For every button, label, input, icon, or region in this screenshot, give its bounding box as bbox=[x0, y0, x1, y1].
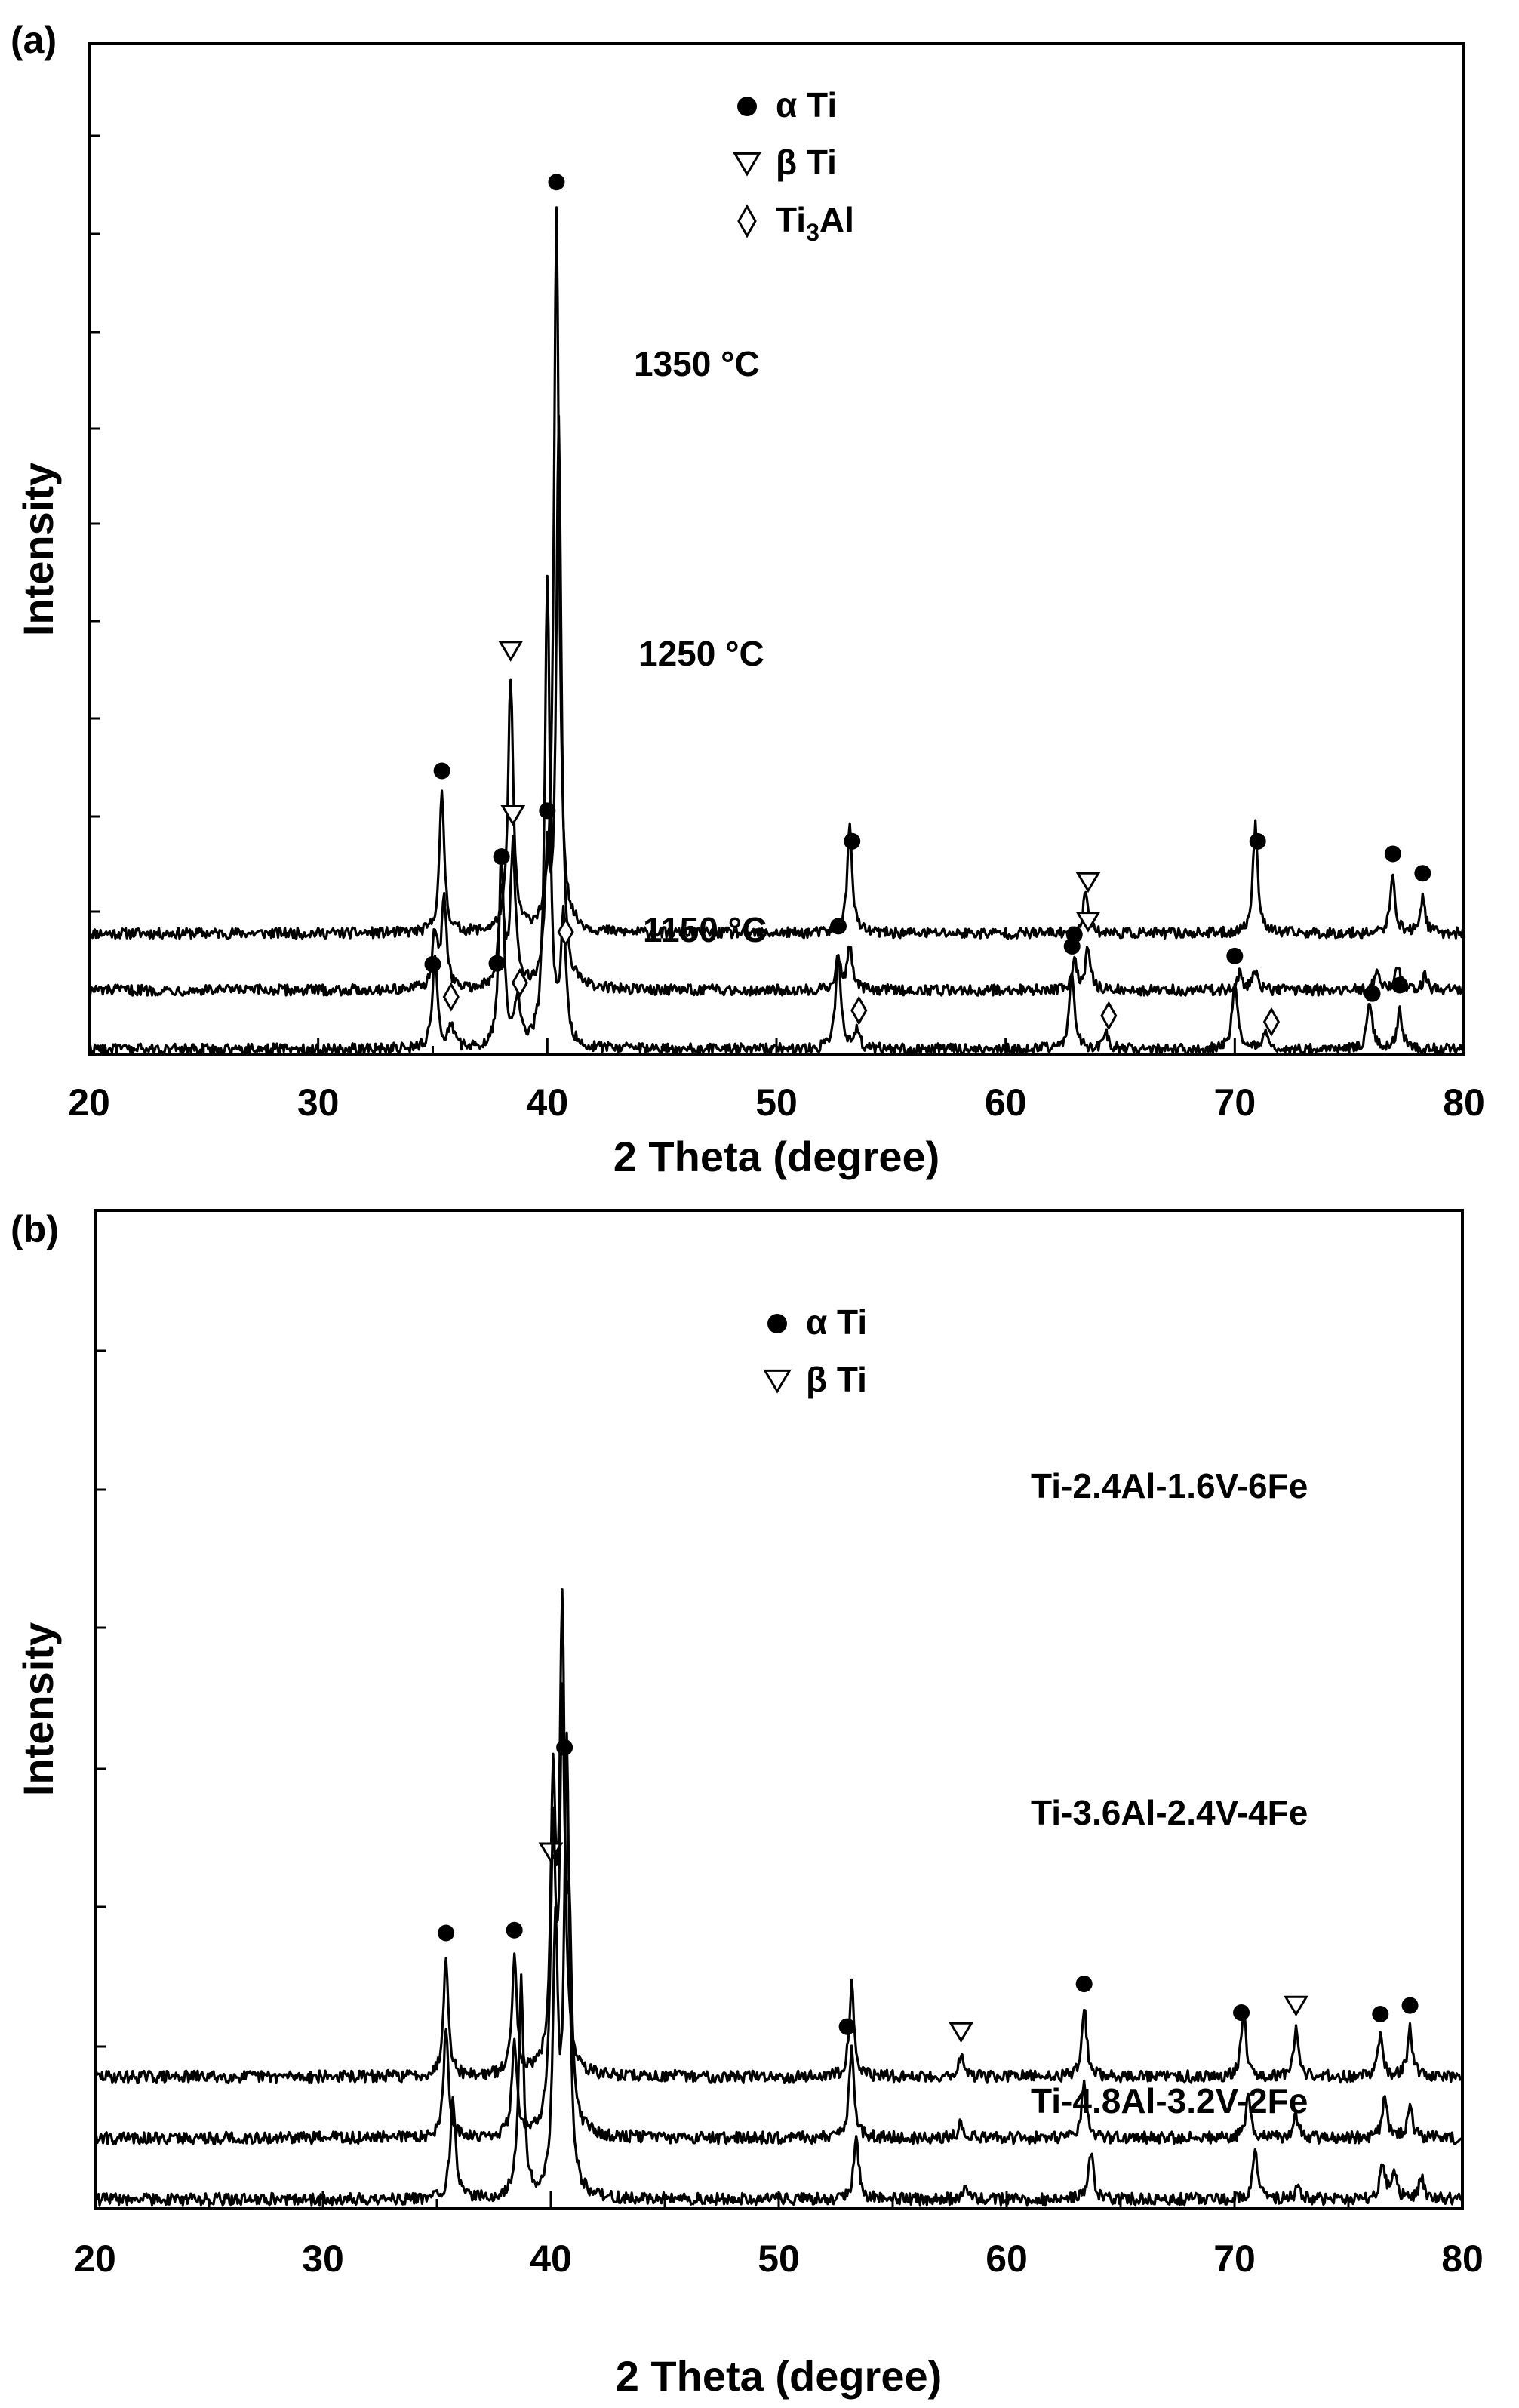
ti3al-marker bbox=[442, 982, 460, 1012]
ti3al-marker bbox=[557, 917, 574, 947]
alpha-ti-marker bbox=[1233, 2004, 1250, 2022]
alpha-ti-marker bbox=[488, 955, 506, 972]
plot-frame bbox=[94, 1209, 1464, 2210]
x-tick-label: 70 bbox=[1213, 2237, 1256, 2280]
series-trace: Ti-2.4Al-1.6V-6Fe bbox=[94, 1466, 1464, 2084]
x-tick-label: 20 bbox=[68, 1081, 110, 1124]
alpha-ti-marker bbox=[1075, 1976, 1093, 1993]
legend-label: Ti3Al bbox=[776, 200, 854, 246]
alpha-ti-marker bbox=[767, 1314, 787, 1333]
alpha-ti-marker bbox=[1414, 865, 1431, 882]
alpha-ti-marker bbox=[838, 2018, 856, 2035]
series-trace: 1250 °C bbox=[88, 414, 1465, 997]
alpha-ti-marker bbox=[1384, 845, 1401, 863]
beta-ti-marker bbox=[538, 1842, 564, 1863]
alpha-ti-marker bbox=[424, 955, 441, 973]
beta-ti-marker bbox=[1075, 912, 1101, 933]
alpha-ti-marker bbox=[1226, 947, 1244, 964]
x-tick-label: 20 bbox=[74, 2237, 116, 2280]
legend: α Ti β Ti bbox=[763, 1302, 867, 1399]
x-tick-label: 40 bbox=[527, 1081, 569, 1124]
x-tick-label: 30 bbox=[302, 2237, 344, 2280]
x-tick-label: 80 bbox=[1441, 2237, 1484, 2280]
series-label: Ti-4.8Al-3.2V-2Fe bbox=[1031, 2081, 1308, 2120]
alpha-ti-marker bbox=[433, 762, 450, 780]
panel-label: (b) bbox=[11, 1208, 59, 1250]
x-axis-title: 2 Theta (degree) bbox=[613, 1133, 940, 1180]
x-tick-label: 30 bbox=[297, 1081, 340, 1124]
beta-ti-marker bbox=[500, 805, 526, 826]
alpha-ti-marker bbox=[539, 802, 556, 820]
beta-ti-marker bbox=[733, 152, 761, 177]
series-trace: Ti-4.8Al-3.2V-2Fe bbox=[94, 1731, 1464, 2207]
alpha-ti-marker bbox=[1063, 937, 1081, 955]
plot-frame bbox=[88, 42, 1465, 1056]
legend-label: β Ti bbox=[776, 143, 837, 182]
beta-ti-marker bbox=[1075, 872, 1101, 893]
alpha-ti-marker bbox=[1364, 985, 1381, 1002]
x-tick-label: 60 bbox=[986, 2237, 1028, 2280]
series-label: 1350 °C bbox=[634, 344, 760, 383]
x-tick-label: 50 bbox=[755, 1081, 798, 1124]
series-label: Ti-3.6Al-2.4V-4Fe bbox=[1031, 1793, 1308, 1832]
xrd-pattern-line bbox=[88, 206, 1465, 940]
alpha-ti-marker bbox=[829, 918, 847, 935]
beta-ti-marker bbox=[949, 2022, 973, 2044]
x-tick-label: 80 bbox=[1443, 1081, 1485, 1124]
x-tick-label: 50 bbox=[758, 2237, 800, 2280]
alpha-ti-marker bbox=[844, 832, 861, 850]
series-trace: 1350 °C bbox=[88, 174, 1465, 940]
legend: α Ti β Ti Ti3Al bbox=[733, 85, 854, 246]
xrd-pattern-line bbox=[94, 1682, 1464, 2145]
alpha-ti-marker bbox=[438, 1924, 455, 1942]
xrd-pattern-line bbox=[94, 1588, 1464, 2084]
alpha-ti-marker bbox=[1372, 2006, 1389, 2023]
series-label: 1250 °C bbox=[638, 634, 764, 673]
alpha-ti-marker bbox=[1391, 976, 1408, 994]
xrd-pattern-line bbox=[94, 1731, 1464, 2207]
series-trace: 1150 °C bbox=[88, 574, 1465, 1056]
beta-ti-marker bbox=[498, 641, 524, 662]
x-axis-title: 2 Theta (degree) bbox=[616, 2352, 942, 2400]
ti3al-marker bbox=[737, 204, 757, 238]
ti3al-marker bbox=[1262, 1007, 1280, 1037]
alpha-ti-marker bbox=[548, 174, 565, 191]
ti3al-marker bbox=[511, 967, 528, 998]
beta-ti-marker bbox=[763, 1369, 792, 1394]
ti3al-marker bbox=[850, 995, 868, 1026]
series-trace: Ti-3.6Al-2.4V-4Fe bbox=[94, 1682, 1464, 2145]
xrd-pattern-line bbox=[88, 574, 1465, 1056]
x-tick-label: 40 bbox=[530, 2237, 572, 2280]
legend-label: α Ti bbox=[776, 85, 837, 125]
legend-label: α Ti bbox=[806, 1302, 867, 1342]
panel-b: 20 30 40 50 60 70 80 (b) 2 Theta (degree) Intensi… bbox=[11, 1208, 1484, 2400]
panels: 20 30 40 50 60 70 80 (a) 2 Theta (degree) Intensi… bbox=[11, 19, 1485, 2400]
ti3al-marker bbox=[1100, 1001, 1118, 1031]
x-tick-label: 60 bbox=[985, 1081, 1027, 1124]
alpha-ti-marker bbox=[737, 97, 757, 116]
alpha-ti-marker bbox=[506, 1921, 523, 1939]
series-label: Ti-2.4Al-1.6V-6Fe bbox=[1031, 1466, 1308, 1505]
alpha-ti-marker bbox=[1401, 1997, 1419, 2014]
x-tick-label: 70 bbox=[1214, 1081, 1256, 1124]
xrd-pattern-line bbox=[88, 414, 1465, 997]
beta-ti-marker bbox=[1284, 1995, 1308, 2017]
panel-label: (a) bbox=[11, 19, 57, 61]
y-axis-title: Intensity bbox=[14, 463, 62, 636]
alpha-ti-marker bbox=[1249, 832, 1266, 850]
panel-a: 20 30 40 50 60 70 80 (a) 2 Theta (degree) Intensi… bbox=[11, 19, 1485, 1180]
y-axis-title: Intensity bbox=[14, 1622, 62, 1796]
legend-label: β Ti bbox=[806, 1360, 867, 1399]
series-label: 1150 °C bbox=[643, 910, 767, 949]
